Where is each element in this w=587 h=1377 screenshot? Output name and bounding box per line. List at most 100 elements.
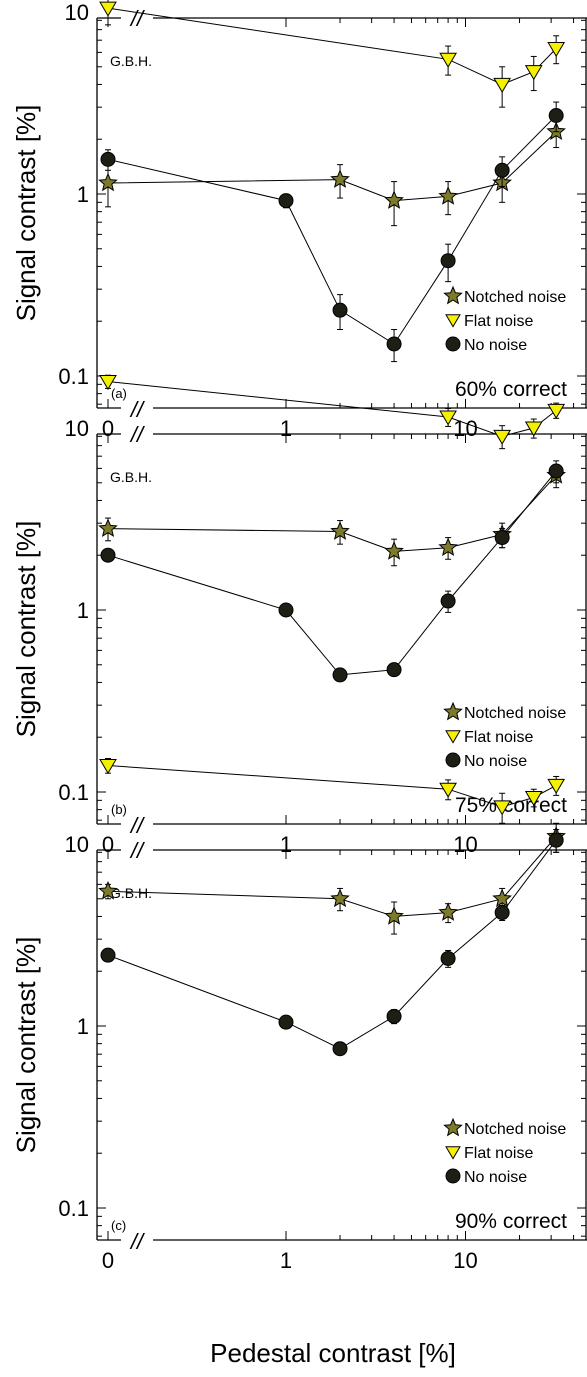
data-point-circle bbox=[548, 463, 564, 479]
data-point-circle bbox=[386, 336, 402, 352]
data-point-star bbox=[384, 541, 404, 560]
series-notched-noise bbox=[98, 464, 566, 567]
series-line bbox=[107, 131, 557, 202]
legend-marker-circle bbox=[445, 1168, 461, 1184]
criterion-label: 90% correct bbox=[455, 1210, 567, 1233]
data-point-circle bbox=[332, 667, 348, 683]
legend-label: Notched noise bbox=[464, 289, 566, 306]
data-point-circle bbox=[278, 1014, 294, 1030]
criterion-label: 60% correct bbox=[455, 378, 567, 401]
data-point-circle bbox=[440, 593, 456, 609]
legend-label: Flat noise bbox=[464, 729, 533, 746]
data-point-triangle bbox=[547, 778, 566, 794]
legend-marker-star bbox=[443, 701, 463, 721]
data-point-circle bbox=[548, 832, 564, 848]
data-point-star bbox=[492, 888, 512, 908]
series-line bbox=[107, 7, 557, 85]
legend-marker-triangle bbox=[445, 1146, 461, 1160]
legend-label: Notched noise bbox=[464, 1121, 566, 1138]
data-point-triangle bbox=[99, 1, 117, 17]
data-point-circle bbox=[278, 602, 294, 618]
axis-break-bottom: // bbox=[129, 397, 145, 422]
panel-id: (b) bbox=[111, 802, 127, 817]
series-flat-noise bbox=[99, 374, 566, 450]
data-point-star bbox=[330, 888, 350, 908]
series-no-noise bbox=[100, 829, 564, 1057]
y-axis-label: Signal contrast [%] bbox=[11, 521, 41, 738]
y-tick-label: 10 bbox=[65, 416, 89, 441]
legend: Notched noise Flat noise No noise bbox=[443, 1117, 566, 1186]
legend-marker-star bbox=[443, 285, 463, 305]
data-point-triangle bbox=[547, 42, 566, 58]
data-point-star bbox=[98, 172, 118, 192]
series-line bbox=[107, 839, 557, 1050]
legend-marker-triangle bbox=[445, 314, 461, 328]
axis-break-bottom: // bbox=[129, 813, 145, 838]
x-tick-label: 1 bbox=[280, 1248, 292, 1273]
data-point-star bbox=[438, 537, 458, 557]
data-point-triangle bbox=[547, 403, 566, 419]
axis-break-bottom: // bbox=[129, 1229, 145, 1254]
observer-label: G.B.H. bbox=[110, 469, 152, 485]
data-point-circle bbox=[278, 193, 294, 209]
axis-break-top: // bbox=[129, 838, 145, 863]
data-point-circle bbox=[494, 162, 510, 178]
series-flat-noise bbox=[99, 0, 566, 108]
legend: Notched noise Flat noise No noise bbox=[443, 701, 566, 770]
data-point-circle bbox=[332, 1041, 348, 1057]
series-line bbox=[107, 836, 557, 917]
data-point-star bbox=[98, 518, 118, 537]
data-point-circle bbox=[386, 662, 402, 678]
legend: Notched noise Flat noise No noise bbox=[443, 285, 566, 354]
data-point-circle bbox=[494, 530, 510, 546]
data-point-triangle bbox=[493, 429, 512, 445]
data-point-triangle bbox=[439, 782, 457, 798]
y-tick-label: 10 bbox=[65, 0, 89, 25]
data-point-circle bbox=[100, 547, 116, 563]
panel-id: (a) bbox=[111, 386, 127, 401]
data-point-star bbox=[438, 902, 458, 921]
series-notched-noise bbox=[98, 822, 566, 935]
panel-1: // // 0.1 1 10 0 1 10 Signal contrast [%] G.B.H. (… bbox=[11, 0, 587, 441]
series-flat-noise bbox=[99, 757, 566, 824]
x-tick-label: 1 bbox=[280, 832, 292, 857]
data-point-triangle bbox=[524, 421, 543, 437]
y-tick-label: 0.1 bbox=[58, 1196, 89, 1221]
data-point-triangle bbox=[99, 758, 117, 775]
panel-id: (c) bbox=[111, 1218, 126, 1233]
y-tick-label: 1 bbox=[77, 182, 89, 207]
x-axis-label: Pedestal contrast [%] bbox=[210, 1338, 456, 1368]
data-point-star bbox=[330, 169, 350, 188]
data-point-star bbox=[384, 190, 404, 209]
data-point-star bbox=[98, 880, 118, 900]
series-no-noise bbox=[100, 101, 564, 363]
series-line bbox=[107, 115, 557, 345]
legend-label: No noise bbox=[464, 1169, 527, 1186]
x-tick-label: 0 bbox=[102, 416, 114, 441]
legend-label: No noise bbox=[464, 753, 527, 770]
data-point-circle bbox=[440, 950, 456, 966]
y-tick-label: 1 bbox=[77, 1014, 89, 1039]
axis-break-top: // bbox=[129, 6, 145, 31]
data-point-triangle bbox=[493, 77, 512, 94]
y-axis-label: Signal contrast [%] bbox=[11, 937, 41, 1154]
data-point-star bbox=[438, 186, 458, 205]
x-tick-label: 10 bbox=[453, 1248, 477, 1273]
data-point-star bbox=[384, 906, 404, 925]
x-tick-label: 0 bbox=[102, 832, 114, 857]
legend-marker-circle bbox=[445, 752, 461, 768]
x-tick-label: 1 bbox=[280, 416, 292, 441]
data-point-triangle bbox=[493, 800, 512, 816]
data-point-circle bbox=[100, 151, 116, 167]
y-tick-label: 0.1 bbox=[58, 780, 89, 805]
data-point-circle bbox=[548, 107, 564, 123]
series-no-noise bbox=[100, 460, 564, 683]
legend-marker-triangle bbox=[445, 730, 461, 744]
legend-label: Flat noise bbox=[464, 313, 533, 330]
data-point-triangle bbox=[99, 375, 117, 391]
data-point-triangle bbox=[439, 410, 457, 426]
